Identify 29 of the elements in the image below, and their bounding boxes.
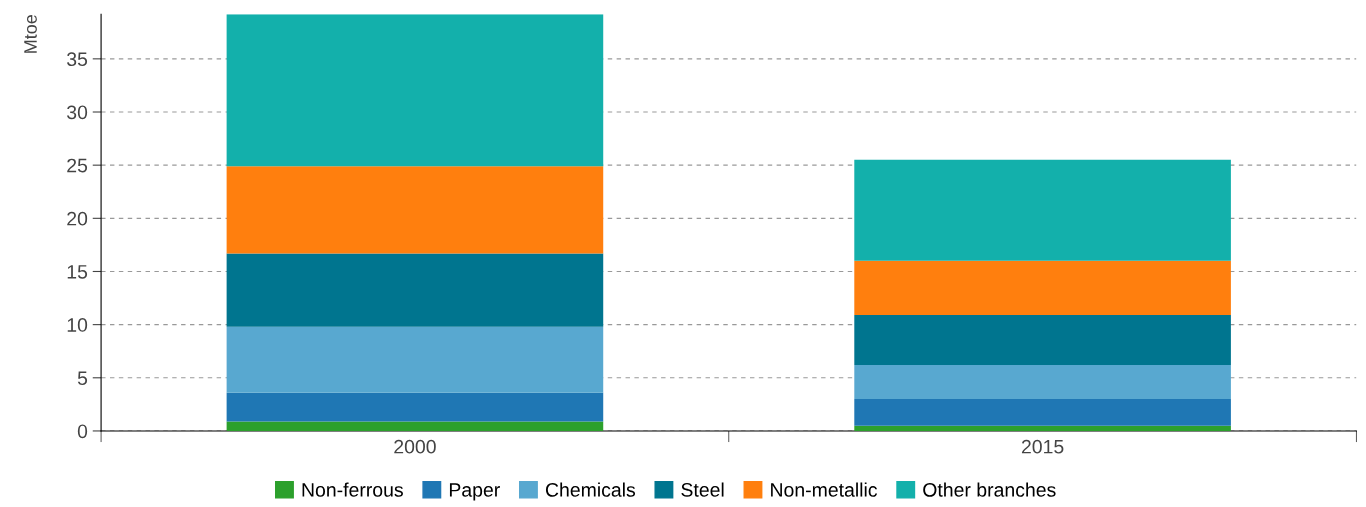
y-tick-label: 15	[67, 265, 88, 279]
bar	[226, 392, 604, 422]
bar	[854, 159, 1231, 261]
bar	[226, 253, 604, 327]
y-tick-label: 30	[67, 105, 88, 120]
y-tick-label: 35	[67, 52, 88, 67]
bar	[226, 14, 604, 167]
y-axis-title: Mtoe	[24, 15, 37, 53]
bar	[854, 365, 1231, 400]
legend-label: Non-metallic	[771, 482, 878, 497]
y-tick-label: 20	[67, 211, 88, 226]
y-tick-label: 5	[77, 371, 88, 386]
bar	[226, 326, 604, 393]
y-tick-label: 10	[67, 318, 88, 332]
y-tick-label: 25	[67, 158, 88, 173]
x-tick-label: 2000	[394, 439, 436, 454]
legend-label: Non-ferrous	[302, 482, 403, 497]
x-tick-label: 2015	[1021, 439, 1064, 454]
bar	[854, 399, 1231, 426]
bar	[854, 315, 1231, 366]
bar	[854, 260, 1231, 316]
legend-label: Steel	[681, 482, 724, 497]
legend-label: Chemicals	[545, 482, 636, 497]
y-tick-label: 0	[77, 424, 88, 439]
bar	[226, 421, 604, 431]
legend-label: Other branches	[923, 482, 1056, 497]
bar	[854, 425, 1231, 431]
legend-label: Paper	[449, 483, 500, 501]
bar	[226, 166, 604, 254]
